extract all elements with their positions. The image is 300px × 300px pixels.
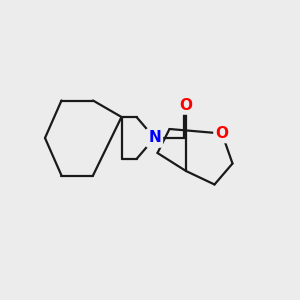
Text: O: O (215, 126, 229, 141)
Text: N: N (148, 130, 161, 146)
Text: O: O (179, 98, 193, 112)
